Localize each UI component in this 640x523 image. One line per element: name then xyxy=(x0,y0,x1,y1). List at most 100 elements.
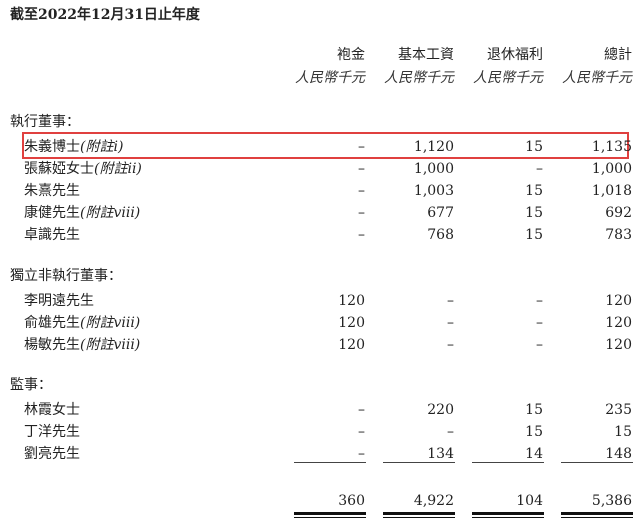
value-cell: 15 xyxy=(525,424,543,440)
value-cell: 235 xyxy=(605,402,632,418)
value-cell: – xyxy=(358,161,365,177)
section-label: 獨立非執行董事： xyxy=(0,265,640,287)
value-cell: 220 xyxy=(427,402,454,418)
value-cell: 1,120 xyxy=(413,139,454,155)
footnote-ref: (附註viii) xyxy=(80,205,141,221)
value-cell: – xyxy=(536,293,543,309)
value-cell: – xyxy=(536,161,543,177)
table-row: 李明遠先生 120 – – 120 xyxy=(0,290,640,312)
value-cell: – xyxy=(358,424,365,440)
person-name: 林霞女士 xyxy=(24,399,80,421)
table-row: 林霞女士 – 220 15 235 xyxy=(0,399,640,421)
section-label: 執行董事： xyxy=(0,111,640,133)
value-cell: 1,003 xyxy=(413,183,454,199)
person-name: 朱義博士(附註i) xyxy=(24,136,123,158)
person-name: 朱熹先生 xyxy=(24,180,80,202)
value-cell: – xyxy=(447,337,454,353)
double-underline xyxy=(472,512,544,518)
subtotal-line xyxy=(561,462,633,463)
subtotal-line xyxy=(472,462,544,463)
person-name: 李明遠先生 xyxy=(24,290,94,312)
person-name: 張蘇婭女士(附註ii) xyxy=(24,158,142,180)
unit-label: 人民幣千元 xyxy=(295,70,365,86)
unit-label: 人民幣千元 xyxy=(473,70,543,86)
name-text: 楊敏先生 xyxy=(24,337,80,353)
highlight-box xyxy=(22,132,629,159)
value-cell: 15 xyxy=(614,424,632,440)
subtotal-line xyxy=(294,462,366,463)
person-name: 劉亮先生 xyxy=(24,443,80,465)
section-title: 執行董事： xyxy=(10,114,80,130)
total-fees: 360 xyxy=(338,493,365,509)
name-text: 朱熹先生 xyxy=(24,183,80,199)
header-total: 總計 xyxy=(604,47,632,63)
name-text: 劉亮先生 xyxy=(24,446,80,462)
table-row: 俞雄先生(附註viii) 120 – – 120 xyxy=(0,312,640,334)
double-underline xyxy=(383,512,455,518)
table-row: 張蘇婭女士(附註ii) – 1,000 – 1,000 xyxy=(0,158,640,180)
column-units: 人民幣千元 人民幣千元 人民幣千元 人民幣千元 xyxy=(0,67,640,89)
footnote-ref: (附註viii) xyxy=(80,337,141,353)
table-row: 康健先生(附註viii) – 677 15 692 xyxy=(0,202,640,224)
value-cell: 1,000 xyxy=(413,161,454,177)
name-text: 俞雄先生 xyxy=(24,315,80,331)
value-cell: 120 xyxy=(605,293,632,309)
table-row: 卓識先生 – 768 15 783 xyxy=(0,224,640,246)
double-underline xyxy=(561,512,633,518)
value-cell: – xyxy=(358,402,365,418)
name-text: 李明遠先生 xyxy=(24,293,94,309)
totals-row: 360 4,922 104 5,386 xyxy=(0,490,640,512)
person-name: 丁洋先生 xyxy=(24,421,80,443)
value-cell: 783 xyxy=(605,227,632,243)
value-cell: 15 xyxy=(525,227,543,243)
value-cell: 15 xyxy=(525,183,543,199)
table-row: 朱熹先生 – 1,003 15 1,018 xyxy=(0,180,640,202)
value-cell: 148 xyxy=(605,446,632,462)
header-retirement: 退休福利 xyxy=(487,47,543,63)
value-cell: – xyxy=(447,315,454,331)
value-cell: 120 xyxy=(605,315,632,331)
subtotal-line xyxy=(383,462,455,463)
column-headers: 袍金 基本工資 退休福利 總計 xyxy=(0,44,640,66)
value-cell: – xyxy=(358,227,365,243)
unit-label: 人民幣千元 xyxy=(562,70,632,86)
header-basic-salary: 基本工資 xyxy=(398,47,454,63)
section-title: 獨立非執行董事： xyxy=(10,268,122,284)
value-cell: 768 xyxy=(427,227,454,243)
value-cell: 677 xyxy=(427,205,454,221)
value-cell: 692 xyxy=(605,205,632,221)
person-name: 卓識先生 xyxy=(24,224,80,246)
value-cell: 134 xyxy=(427,446,454,462)
name-text: 卓識先生 xyxy=(24,227,80,243)
value-cell: 120 xyxy=(338,337,365,353)
value-cell: 14 xyxy=(525,446,543,462)
table-row: 劉亮先生 – 134 14 148 xyxy=(0,443,640,465)
value-cell: – xyxy=(358,183,365,199)
name-text: 康健先生 xyxy=(24,205,80,221)
value-cell: – xyxy=(358,139,365,155)
footnote-ref: (附註viii) xyxy=(80,315,141,331)
value-cell: – xyxy=(536,315,543,331)
value-cell: – xyxy=(358,446,365,462)
table-row: 楊敏先生(附註viii) 120 – – 120 xyxy=(0,334,640,356)
footnote-ref: (附註i) xyxy=(80,139,124,155)
value-cell: 15 xyxy=(525,402,543,418)
section-title: 監事： xyxy=(10,377,52,393)
value-cell: 15 xyxy=(525,139,543,155)
value-cell: – xyxy=(358,205,365,221)
person-name: 康健先生(附註viii) xyxy=(24,202,140,224)
footnote-ref: (附註ii) xyxy=(94,161,142,177)
section-label: 監事： xyxy=(0,374,640,396)
person-name: 楊敏先生(附註viii) xyxy=(24,334,140,356)
table-title: 截至2022年12月31日止年度 xyxy=(10,7,200,23)
value-cell: 1,000 xyxy=(591,161,632,177)
value-cell: 1,018 xyxy=(591,183,632,199)
name-text: 丁洋先生 xyxy=(24,424,80,440)
value-cell: – xyxy=(536,337,543,353)
value-cell: 120 xyxy=(338,293,365,309)
value-cell: 120 xyxy=(338,315,365,331)
total-retirement: 104 xyxy=(516,493,543,509)
table-row: 丁洋先生 – – 15 15 xyxy=(0,421,640,443)
value-cell: 1,135 xyxy=(591,139,632,155)
